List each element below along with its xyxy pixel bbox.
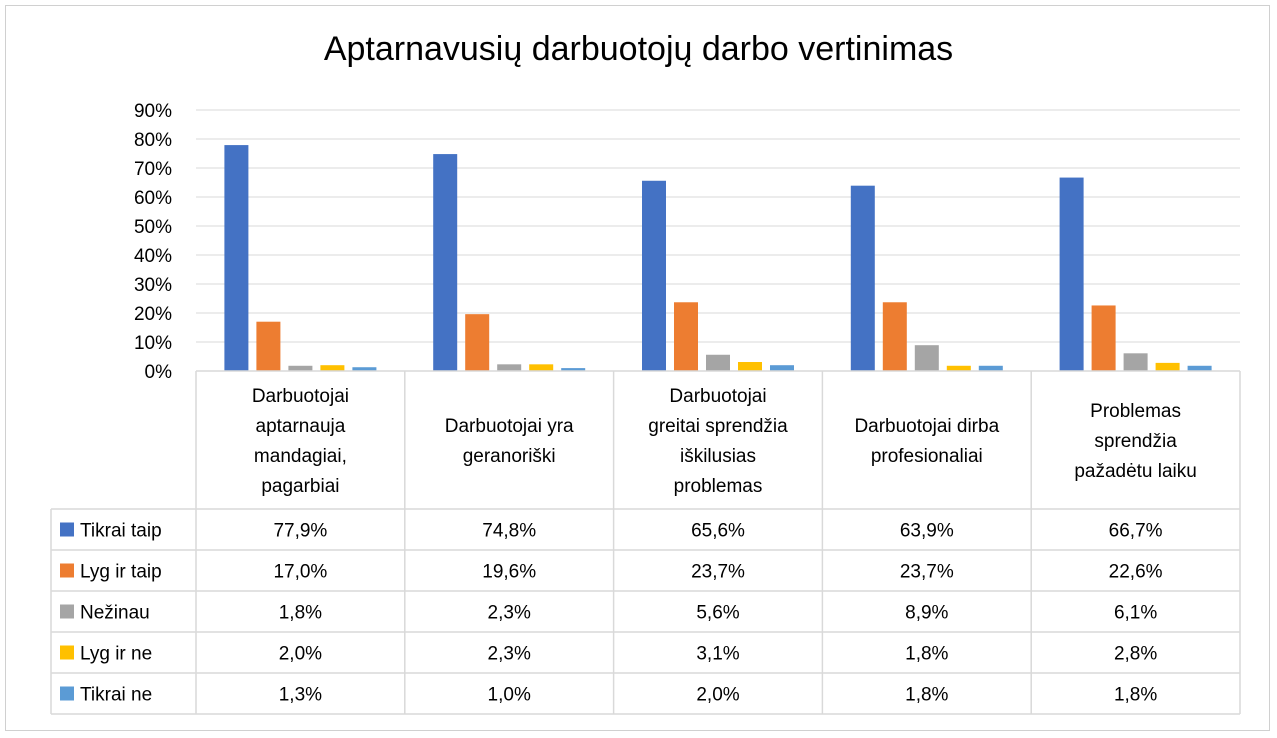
- data-label: 1,8%: [1114, 685, 1157, 706]
- y-tick-label: 40%: [134, 246, 172, 267]
- y-tick-label: 80%: [134, 130, 172, 151]
- data-label: 1,8%: [905, 685, 948, 706]
- bar: [1059, 177, 1084, 371]
- data-label: 1,8%: [279, 603, 322, 624]
- category-label: Darbuotojai dirba: [854, 416, 999, 437]
- bar: [706, 354, 730, 371]
- data-label: 63,9%: [900, 521, 954, 542]
- data-label: 1,0%: [488, 685, 531, 706]
- bar: [850, 185, 875, 371]
- y-tick-label: 90%: [134, 101, 172, 122]
- bar: [529, 364, 554, 371]
- bar: [224, 145, 249, 371]
- bar: [978, 365, 1003, 371]
- data-label: 2,0%: [279, 644, 322, 665]
- category-label: Darbuotojai: [669, 386, 766, 407]
- data-label: 1,3%: [279, 685, 322, 706]
- bar: [320, 365, 345, 371]
- bar: [882, 302, 907, 371]
- bar: [561, 368, 586, 371]
- category-label: mandagiai,: [254, 446, 347, 467]
- category-label: Darbuotojai: [252, 386, 349, 407]
- data-label: 74,8%: [482, 521, 536, 542]
- data-label: 65,6%: [691, 521, 745, 542]
- legend-label: Tikrai ne: [80, 685, 152, 706]
- legend-label: Lyg ir ne: [80, 644, 152, 665]
- bar: [256, 321, 281, 371]
- category-label: aptarnauja: [256, 416, 346, 437]
- data-label: 77,9%: [273, 521, 327, 542]
- category-label: Problemas: [1090, 401, 1181, 422]
- legend-label: Tikrai taip: [80, 521, 162, 542]
- chart-title: Aptarnavusių darbuotojų darbo vertinimas: [323, 30, 954, 68]
- data-label: 1,8%: [905, 644, 948, 665]
- data-label: 23,7%: [900, 562, 954, 583]
- legend-label: Nežinau: [80, 603, 150, 624]
- bar: [770, 365, 794, 371]
- legend-swatch: [60, 645, 74, 660]
- bar: [1091, 305, 1116, 371]
- y-tick-label: 30%: [134, 275, 172, 296]
- category-label: problemas: [674, 476, 763, 497]
- category-label: sprendžia: [1094, 431, 1177, 452]
- category-label: pagarbiai: [261, 476, 339, 497]
- data-label: 8,9%: [905, 603, 948, 624]
- legend-swatch: [60, 563, 74, 578]
- y-tick-label: 50%: [134, 217, 172, 238]
- legend-swatch: [60, 522, 74, 537]
- bar: [497, 364, 522, 371]
- bar: [1187, 365, 1212, 371]
- chart-frame: [5, 5, 1270, 731]
- y-tick-label: 0%: [145, 362, 173, 383]
- category-label: iškilusias: [680, 446, 756, 467]
- category-label: pažadėtu laiku: [1074, 461, 1197, 482]
- data-label: 66,7%: [1109, 521, 1163, 542]
- data-label: 2,3%: [488, 644, 531, 665]
- y-tick-label: 60%: [134, 188, 172, 209]
- bar: [352, 367, 377, 371]
- y-tick-label: 10%: [134, 333, 172, 354]
- category-label: greitai sprendžia: [648, 416, 788, 437]
- bar: [433, 154, 458, 371]
- data-label: 2,3%: [488, 603, 531, 624]
- bar: [914, 345, 939, 371]
- bar: [465, 314, 490, 371]
- y-tick-label: 70%: [134, 159, 172, 180]
- bar: [288, 365, 313, 371]
- data-label: 2,8%: [1114, 644, 1157, 665]
- legend-label: Lyg ir taip: [80, 562, 162, 583]
- bar: [738, 362, 762, 371]
- bar: [642, 180, 666, 371]
- legend-swatch: [60, 604, 74, 619]
- data-label: 6,1%: [1114, 603, 1157, 624]
- category-label: geranoriški: [463, 446, 556, 467]
- data-label: 22,6%: [1109, 562, 1163, 583]
- data-label: 23,7%: [691, 562, 745, 583]
- bar: [1155, 362, 1180, 371]
- data-label: 5,6%: [696, 603, 739, 624]
- data-label: 17,0%: [273, 562, 327, 583]
- data-label: 19,6%: [482, 562, 536, 583]
- data-label: 3,1%: [696, 644, 739, 665]
- data-label: 2,0%: [696, 685, 739, 706]
- category-label: profesionaliai: [871, 446, 983, 467]
- category-label: Darbuotojai yra: [445, 416, 574, 437]
- bar: [1123, 353, 1148, 371]
- bar: [946, 365, 971, 371]
- legend-swatch: [60, 686, 74, 701]
- y-tick-label: 20%: [134, 304, 172, 325]
- bar: [674, 302, 698, 371]
